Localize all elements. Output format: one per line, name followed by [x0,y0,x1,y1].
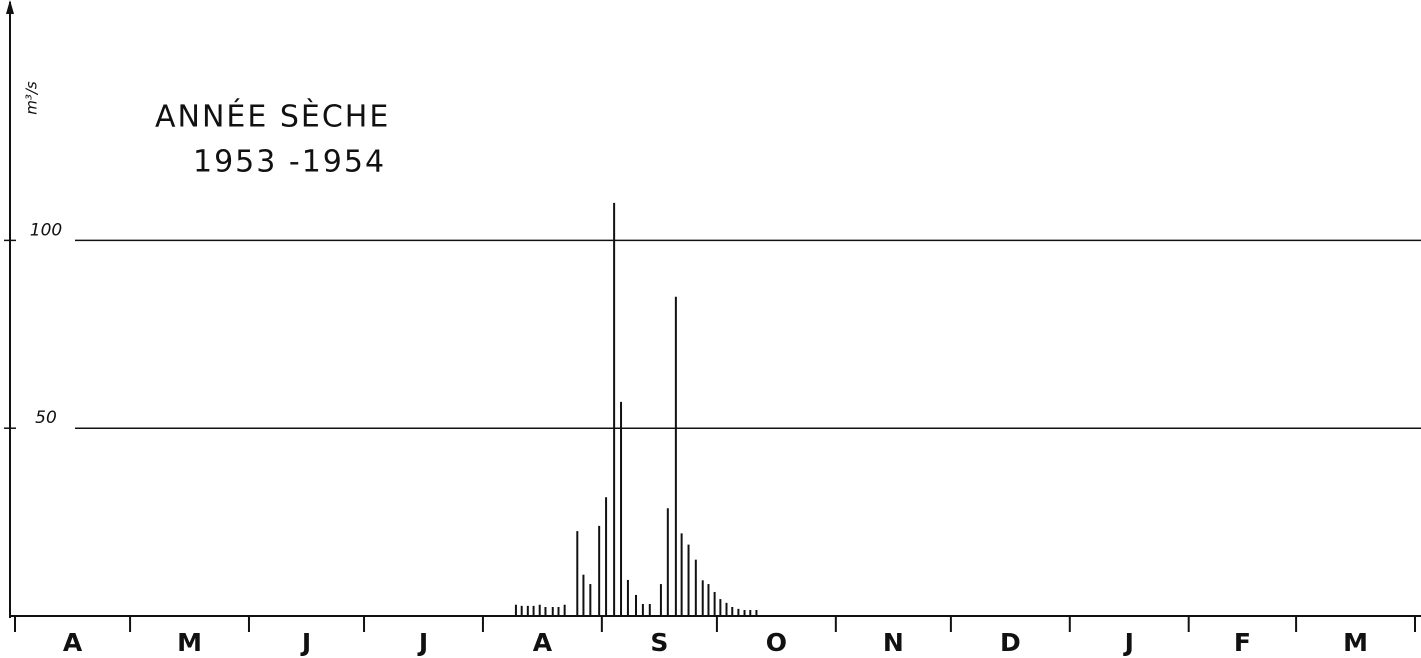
x-tick-label: M [177,628,202,657]
y-axis-arrow [6,0,14,14]
x-tick-label: M [1343,628,1368,657]
x-tick-label: S [650,628,668,657]
x-tick-label: N [883,628,904,657]
x-tick-label: D [1000,628,1021,657]
x-tick-label: A [63,628,83,657]
y-tick-label: 50 [35,408,57,428]
y-axis-label: m³/s [23,81,41,115]
x-tick-label: A [533,628,553,657]
x-tick-label: J [1123,628,1134,657]
chart-title: ANNÉE SÈCHE [155,99,390,135]
x-tick-label: J [417,628,428,657]
chart-subtitle: 1953 -1954 [193,145,386,180]
x-tick-label: F [1234,628,1251,657]
x-tick-label: O [766,628,787,657]
x-tick-label: J [300,628,311,657]
y-tick-label: 100 [30,220,62,240]
